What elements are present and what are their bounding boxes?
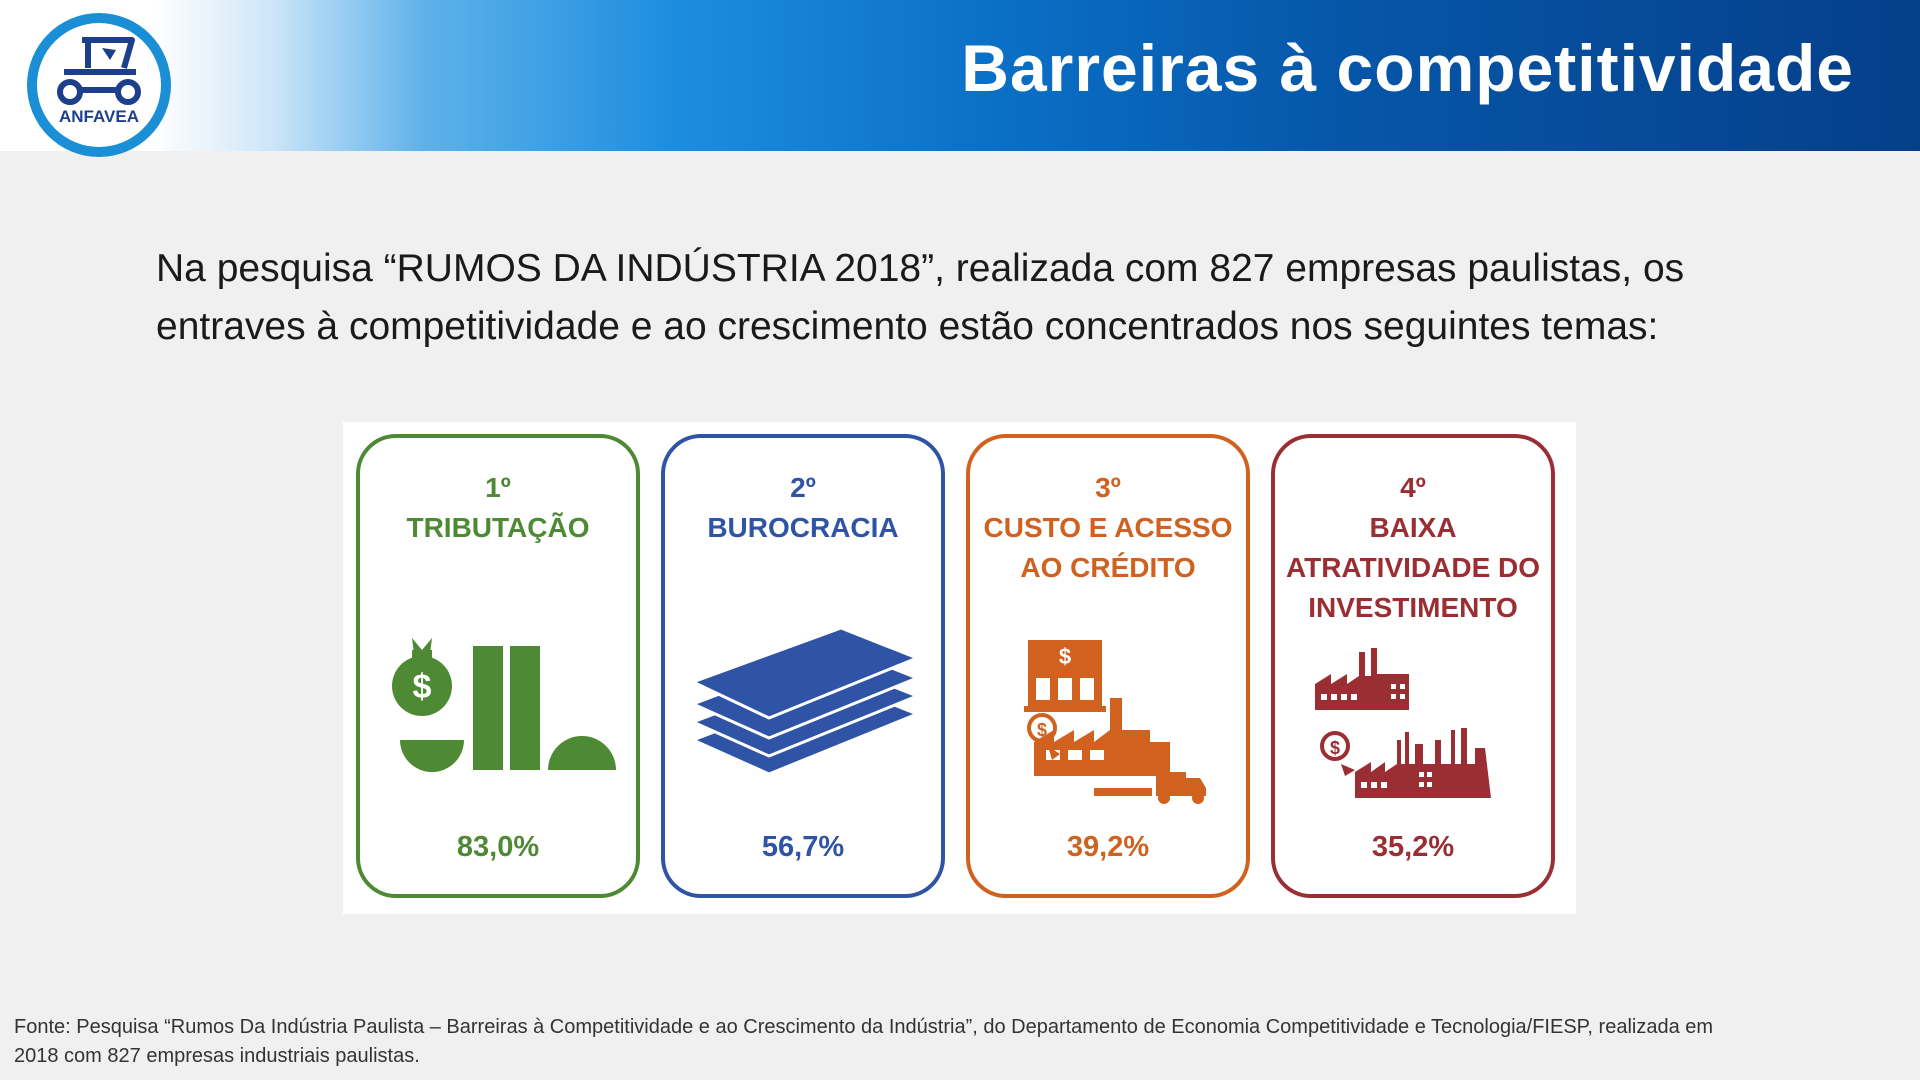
card-label: CUSTO E ACESSO bbox=[983, 512, 1233, 543]
svg-text:$: $ bbox=[413, 668, 432, 706]
card-percent: 56,7% bbox=[761, 831, 845, 863]
card-burocracia: 2º BUROCRACIA 56,7% bbox=[661, 434, 945, 898]
bank-factory-truck-icon: $ $ bbox=[1024, 640, 1206, 804]
card-rank: 4º bbox=[1400, 472, 1426, 503]
card-label: BUROCRACIA bbox=[707, 512, 899, 543]
card-custo-credito: 3º CUSTO E ACESSO AO CRÉDITO $ bbox=[966, 434, 1250, 898]
intro-line-2: entraves à competitividade e ao crescime… bbox=[156, 305, 1659, 348]
source-line-2: 2018 com 827 empresas industriais paulis… bbox=[14, 1045, 420, 1067]
intro-line-1: Na pesquisa “RUMOS DA INDÚSTRIA 2018”, r… bbox=[156, 247, 1685, 290]
card-rank: 1º bbox=[485, 472, 511, 503]
tax-money-bars-icon: $ bbox=[392, 638, 616, 772]
svg-text:$: $ bbox=[1330, 738, 1340, 758]
svg-text:$: $ bbox=[1059, 644, 1071, 669]
card-percent: 35,2% bbox=[1371, 831, 1455, 863]
svg-text:ANFAVEA: ANFAVEA bbox=[59, 107, 139, 126]
source-line-1: Fonte: Pesquisa “Rumos Da Indústria Paul… bbox=[14, 1016, 1714, 1038]
paper-stack-icon bbox=[689, 626, 922, 776]
card-label-3: INVESTIMENTO bbox=[1308, 592, 1518, 623]
intro-text: Na pesquisa “RUMOS DA INDÚSTRIA 2018”, r… bbox=[156, 240, 1876, 356]
factories-icon: $ bbox=[1315, 648, 1491, 798]
svg-text:$: $ bbox=[1037, 720, 1047, 740]
card-label-2: ATRATIVIDADE DO bbox=[1285, 552, 1541, 583]
header-banner: ANFAVEA Barreiras à competitividade bbox=[0, 0, 1920, 157]
card-rank: 3º bbox=[1095, 472, 1121, 503]
card-tributacao: 1º TRIBUTAÇÃO $ 83,0% bbox=[356, 434, 640, 898]
card-rank: 2º bbox=[790, 472, 816, 503]
anfavea-logo: ANFAVEA bbox=[27, 13, 171, 157]
ranking-panel: 1º TRIBUTAÇÃO $ 83,0% 2º BUROCRACIA bbox=[343, 422, 1576, 914]
page-title: Barreiras à competitividade bbox=[961, 31, 1854, 105]
card-label: BAIXA bbox=[1369, 512, 1457, 543]
card-label-2: AO CRÉDITO bbox=[1020, 552, 1196, 583]
card-percent: 39,2% bbox=[1066, 831, 1150, 863]
card-atratividade-investimento: 4º BAIXA ATRATIVIDADE DO INVESTIMENTO $ … bbox=[1271, 434, 1555, 898]
source-footnote: Fonte: Pesquisa “Rumos Da Indústria Paul… bbox=[14, 1013, 1894, 1071]
card-label: TRIBUTAÇÃO bbox=[406, 512, 590, 543]
card-percent: 83,0% bbox=[456, 831, 540, 863]
